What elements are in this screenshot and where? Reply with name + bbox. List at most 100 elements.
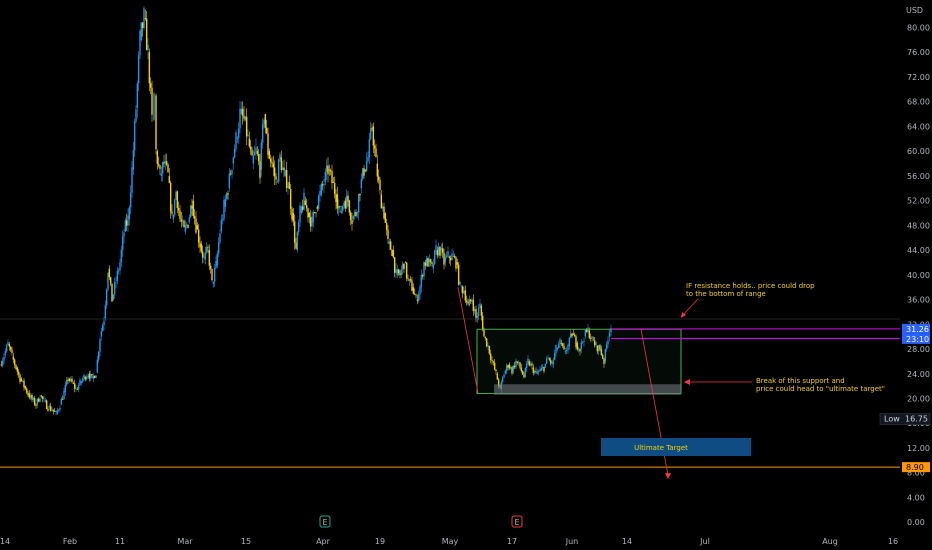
candle-body (145, 18, 148, 51)
price-tag-bg (902, 323, 930, 334)
candle-body (357, 193, 360, 213)
target-tag-value: 8.90 (906, 463, 924, 472)
candle-body (548, 358, 551, 360)
candle (441, 242, 444, 258)
candle-body (381, 206, 384, 209)
candle-body (136, 83, 139, 108)
candle (5, 343, 8, 353)
candle (375, 143, 377, 158)
candle (273, 160, 276, 186)
candle-body (20, 378, 23, 382)
candle (477, 303, 480, 321)
candle (292, 207, 295, 227)
candle (404, 261, 407, 264)
target-tag[interactable]: 8.90 (902, 462, 930, 473)
low-tag[interactable]: Low 16.75 (879, 413, 931, 425)
candle (145, 11, 148, 51)
y-tick-label: 4.00 (907, 493, 925, 502)
price-tag[interactable]: 31.26 (902, 323, 930, 334)
candle (481, 312, 484, 332)
candle-body (384, 212, 387, 223)
countdown-tag[interactable]: 23:10 (902, 333, 930, 344)
candle-body (389, 241, 392, 250)
candle-body (531, 363, 533, 366)
candle (252, 150, 255, 170)
candle (521, 370, 524, 376)
candle (596, 345, 599, 354)
earnings-marker[interactable]: E (319, 515, 331, 528)
candle-body (391, 249, 393, 256)
guide-line[interactable] (457, 287, 479, 394)
candle-body (288, 182, 291, 189)
candle (324, 168, 327, 186)
candle (449, 255, 452, 266)
candle (492, 360, 495, 366)
candle (369, 121, 372, 141)
candle-body (36, 398, 39, 405)
candle (501, 375, 504, 384)
candle (432, 259, 435, 273)
candle-body (267, 133, 269, 155)
candle (491, 356, 493, 365)
candle-body (91, 373, 93, 376)
candle (19, 373, 21, 385)
candle-body (567, 345, 569, 350)
candle-body (83, 374, 85, 379)
candle (271, 156, 273, 168)
support-note-line: price could head to "ultimate target" (756, 385, 885, 393)
candle-body (409, 278, 412, 281)
candle-body (561, 343, 564, 346)
candle (116, 267, 119, 285)
candle-body (352, 216, 355, 220)
candle (71, 375, 73, 384)
candle-body (113, 282, 116, 295)
earnings-marker[interactable]: E (511, 515, 523, 528)
candle-body (164, 161, 167, 164)
support-zone[interactable] (494, 384, 681, 395)
candle (515, 358, 517, 370)
candle (0, 360, 3, 367)
candle (201, 245, 204, 264)
candle (173, 198, 176, 218)
candle (313, 211, 316, 214)
candle (488, 345, 491, 356)
candle-body (287, 185, 289, 188)
target-box[interactable] (601, 438, 751, 456)
candle (228, 168, 231, 192)
candle (229, 170, 232, 176)
candle (33, 395, 36, 407)
candle (157, 156, 160, 168)
candle (29, 392, 32, 400)
candle-body (425, 258, 428, 266)
candle-body (155, 95, 157, 150)
candle (427, 256, 429, 268)
x-tick-label: 19 (375, 537, 385, 546)
candle-body (379, 180, 381, 191)
candle-body (100, 331, 103, 337)
candle-body (0, 364, 3, 366)
candle-body (360, 178, 363, 189)
candle (83, 373, 85, 382)
candle-body (319, 190, 321, 197)
candle-body (445, 255, 448, 258)
candle (155, 93, 157, 155)
y-tick-label: 40.00 (907, 271, 930, 280)
candle (381, 202, 384, 212)
candle-body (253, 151, 256, 156)
candle (348, 199, 351, 216)
candle-body (365, 161, 368, 171)
candle-body (361, 168, 364, 179)
candle (124, 217, 127, 233)
candle-body (64, 384, 67, 393)
candle (610, 324, 612, 337)
candle-body (131, 167, 133, 193)
candle-body (277, 159, 280, 182)
candle (227, 190, 229, 200)
candle (239, 100, 241, 134)
candle (159, 164, 161, 175)
candle-body (497, 379, 500, 387)
candle-body (529, 363, 532, 366)
candle-body (121, 236, 124, 250)
y-tick-label: 60.00 (907, 147, 930, 156)
